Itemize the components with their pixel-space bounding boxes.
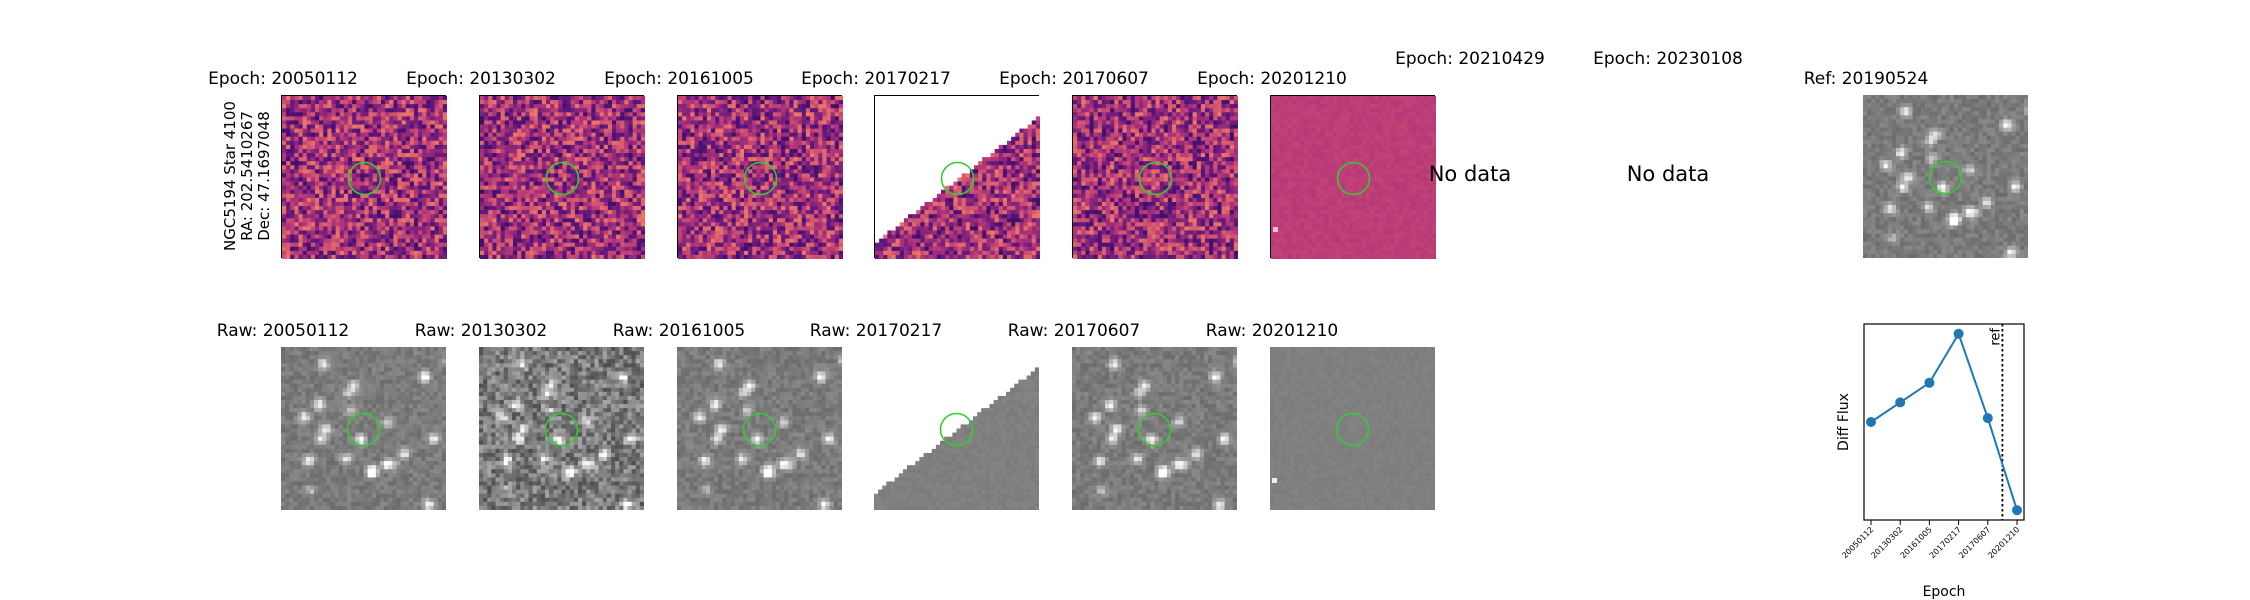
diff-image-4 (874, 95, 1040, 259)
light-curve-frame (1863, 323, 2025, 521)
panel-title-epoch-3: Epoch: 20161005 (579, 69, 779, 89)
raw-image-2 (479, 347, 644, 510)
diff-image-5 (1072, 95, 1238, 259)
data-point-20170217 (1953, 328, 1964, 339)
panel-title-raw-2: Raw: 20130302 (381, 321, 581, 341)
data-point-20161005 (1924, 377, 1935, 388)
x-tick-label-20201210: 20201210 (1986, 525, 2021, 560)
panel-title-ref: Ref: 20190524 (1766, 69, 1966, 89)
target-label: NGC5194 Star 4100 RA: 202.5410267 Dec: 4… (221, 76, 282, 276)
panel-title-epoch-6: Epoch: 20201210 (1172, 69, 1372, 89)
target-name: NGC5194 Star 4100 (221, 76, 239, 276)
panel-title-raw-6: Raw: 20201210 (1172, 321, 1372, 341)
no-data-label-8: No data (1568, 162, 1768, 186)
ref-image (1863, 95, 2028, 258)
diff-image-3 (677, 95, 843, 259)
panel-title-raw-1: Raw: 20050112 (183, 321, 383, 341)
panel-title-epoch-5: Epoch: 20170607 (974, 69, 1174, 89)
panel-title-epoch-1: Epoch: 20050112 (183, 69, 383, 89)
diff-image-6 (1270, 95, 1436, 259)
light-curve-chart: ref 200501122013030220161005201702172017… (1836, 323, 2025, 600)
target-dec: Dec: 47.1697048 (255, 76, 273, 276)
ref-label: ref (1988, 328, 2003, 346)
panel-title-raw-3: Raw: 20161005 (579, 321, 779, 341)
data-point-20170607 (1982, 413, 1993, 424)
data-point-20201210 (2012, 505, 2022, 516)
panel-title-epoch-2: Epoch: 20130302 (381, 69, 581, 89)
data-point-20130302 (1895, 397, 1906, 408)
diff-image-2 (479, 95, 645, 259)
data-point-20050112 (1866, 417, 1876, 427)
raw-image-5 (1072, 347, 1237, 510)
x-axis-label: Epoch (1923, 584, 1966, 600)
target-ra: RA: 202.5410267 (238, 76, 256, 276)
diff-image-1 (281, 95, 447, 259)
raw-image-6 (1270, 347, 1435, 510)
panel-title-raw-5: Raw: 20170607 (974, 321, 1174, 341)
light-curve-line (1870, 331, 2018, 511)
raw-image-4 (874, 347, 1039, 510)
raw-image-1 (281, 347, 446, 510)
panel-title-epoch-7: Epoch: 20210429 (1370, 49, 1570, 69)
y-axis-label: Diff Flux (1836, 393, 1852, 451)
no-data-label-7: No data (1370, 162, 1570, 186)
panel-title-epoch-4: Epoch: 20170217 (776, 69, 976, 89)
panel-title-epoch-8: Epoch: 20230108 (1568, 49, 1768, 69)
panel-title-raw-4: Raw: 20170217 (776, 321, 976, 341)
raw-image-3 (677, 347, 842, 510)
